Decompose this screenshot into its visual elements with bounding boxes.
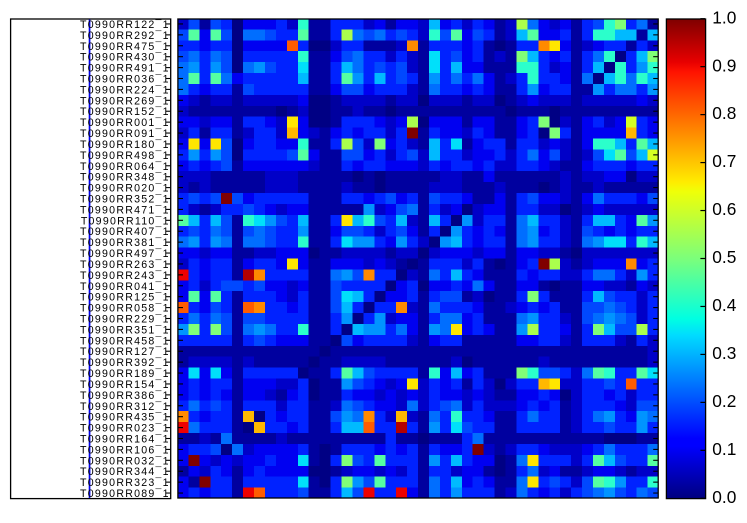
svg-text:T0990RR430¯1: T0990RR430¯1 [80,52,170,64]
svg-text:T0990RR036¯1: T0990RR036¯1 [80,74,170,86]
svg-text:T0990RR152¯1: T0990RR152¯1 [80,106,170,118]
svg-text:T0990RR001¯1: T0990RR001¯1 [80,117,170,129]
svg-text:T0990RR122¯1: T0990RR122¯1 [80,19,170,31]
svg-text:T0990RR180¯1: T0990RR180¯1 [80,139,170,151]
svg-text:T0990RR348¯1: T0990RR348¯1 [80,172,170,184]
svg-text:T0990RR089¯1: T0990RR089¯1 [80,488,170,500]
svg-text:T0990RR164¯1: T0990RR164¯1 [80,434,170,446]
svg-text:T0990RR110¯1: T0990RR110¯1 [81,215,170,227]
svg-text:T0990RR312¯1: T0990RR312¯1 [80,401,170,413]
svg-text:T0990RR323¯1: T0990RR323¯1 [80,477,170,489]
svg-text:0.9: 0.9 [712,55,736,75]
svg-text:T0990RR058¯1: T0990RR058¯1 [80,303,170,315]
svg-text:T0990RR023¯1: T0990RR023¯1 [80,423,170,435]
svg-text:T0990RR154¯1: T0990RR154¯1 [80,379,170,391]
svg-text:T0990RR392¯1: T0990RR392¯1 [80,357,170,369]
svg-text:T0990RR269¯1: T0990RR269¯1 [80,95,170,107]
svg-text:T0990RR381¯1: T0990RR381¯1 [80,237,170,249]
svg-text:T0990RR475¯1: T0990RR475¯1 [80,41,170,53]
svg-text:T0990RR435¯1: T0990RR435¯1 [80,412,170,424]
svg-text:0.1: 0.1 [712,439,736,459]
svg-text:T0990RR064¯1: T0990RR064¯1 [80,161,170,173]
svg-text:T0990RR224¯1: T0990RR224¯1 [80,84,170,96]
svg-text:0.8: 0.8 [712,103,736,123]
svg-text:0.0: 0.0 [712,487,736,507]
svg-text:T0990RR229¯1: T0990RR229¯1 [80,314,170,326]
svg-text:T0990RR292¯1: T0990RR292¯1 [80,30,170,42]
svg-text:1.0: 1.0 [712,7,736,27]
svg-text:T0990RR344¯1: T0990RR344¯1 [80,466,170,478]
svg-text:T0990RR471¯1: T0990RR471¯1 [80,204,170,216]
svg-text:T0990RR498¯1: T0990RR498¯1 [80,150,170,162]
svg-text:T0990RR407¯1: T0990RR407¯1 [80,226,170,238]
svg-text:0.7: 0.7 [712,151,736,171]
svg-text:T0990RR243¯1: T0990RR243¯1 [80,270,170,282]
svg-text:T0990RR091¯1: T0990RR091¯1 [80,128,170,140]
svg-text:T0990RR106¯1: T0990RR106¯1 [80,444,170,456]
svg-text:T0990RR263¯1: T0990RR263¯1 [80,259,170,271]
svg-text:T0990RR491¯1: T0990RR491¯1 [80,63,170,75]
svg-text:T0990RR127¯1: T0990RR127¯1 [80,346,170,358]
svg-text:T0990RR351¯1: T0990RR351¯1 [80,324,170,336]
svg-text:T0990RR032¯1: T0990RR032¯1 [80,455,170,467]
svg-text:0.5: 0.5 [712,247,736,267]
svg-text:T0990RR352¯1: T0990RR352¯1 [80,194,170,206]
svg-text:T0990RR497¯1: T0990RR497¯1 [80,248,170,260]
svg-text:0.2: 0.2 [712,391,736,411]
svg-text:T0990RR189¯1: T0990RR189¯1 [80,368,170,380]
svg-text:0.6: 0.6 [712,199,736,219]
svg-text:T0990RR125¯1: T0990RR125¯1 [80,292,170,304]
svg-text:T0990RR386¯1: T0990RR386¯1 [80,390,170,402]
svg-text:T0990RR020¯1: T0990RR020¯1 [80,183,170,195]
svg-text:T0990RR458¯1: T0990RR458¯1 [80,335,170,347]
svg-text:0.3: 0.3 [712,343,736,363]
svg-text:0.4: 0.4 [712,295,736,315]
svg-text:T0990RR041¯1: T0990RR041¯1 [80,281,170,293]
